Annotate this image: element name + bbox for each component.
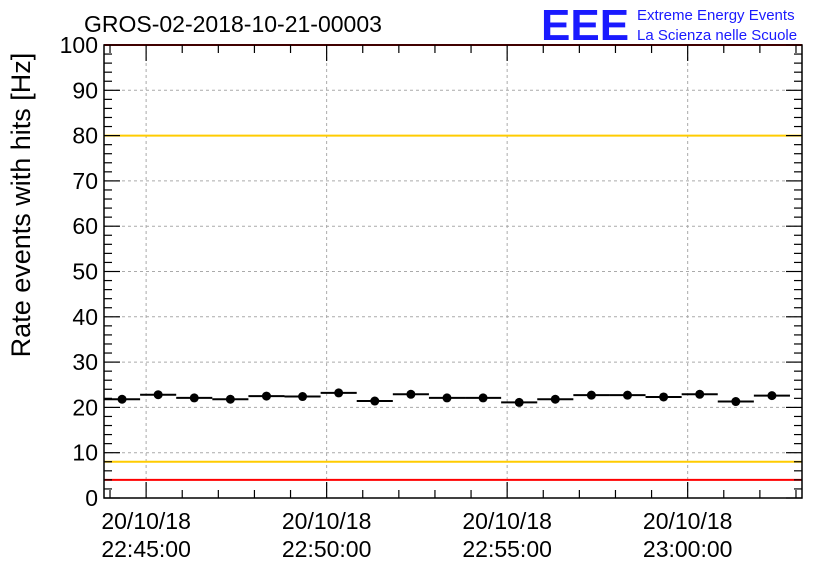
y-tick-label: 10	[72, 440, 98, 466]
axes	[103, 44, 803, 499]
data-point	[370, 396, 380, 406]
data-point	[225, 394, 235, 404]
data-point	[189, 393, 199, 403]
grid-lines	[104, 45, 802, 498]
data-point	[767, 391, 777, 401]
y-tick-label: 60	[72, 213, 98, 239]
x-tick-label-date: 20/10/18	[643, 508, 733, 534]
reference-lines	[104, 44, 802, 481]
y-tick-label: 40	[72, 304, 98, 330]
x-tick-label-date: 20/10/18	[462, 508, 552, 534]
data-point	[406, 389, 416, 399]
data-point	[442, 393, 452, 403]
y-tick-label: 20	[72, 394, 98, 420]
data-point	[623, 390, 632, 400]
data-point	[117, 394, 127, 404]
data-point	[550, 394, 560, 404]
tick-labels: 010203040506070809010020/10/1822:45:0020…	[60, 32, 733, 562]
data-point	[261, 391, 271, 401]
data-point	[514, 397, 524, 407]
x-tick-label-time: 22:55:00	[462, 536, 552, 562]
data-point	[586, 390, 596, 400]
data-point	[153, 390, 163, 400]
logo-line-1: Extreme Energy Events	[637, 7, 795, 24]
data-series	[104, 388, 790, 407]
y-tick-label: 30	[72, 349, 98, 375]
data-point	[659, 392, 669, 402]
y-tick-label: 0	[85, 485, 98, 511]
data-point	[334, 388, 344, 398]
y-tick-label: 80	[72, 123, 98, 149]
y-tick-label: 50	[72, 259, 98, 285]
data-point	[731, 397, 741, 407]
y-tick-label: 70	[72, 168, 98, 194]
data-point	[298, 392, 308, 402]
data-point	[695, 389, 705, 399]
y-axis-label: Rate events with hits [Hz]	[6, 53, 36, 358]
x-tick-label-time: 22:50:00	[282, 536, 372, 562]
x-tick-label-time: 22:45:00	[101, 536, 191, 562]
chart-title: GROS-02-2018-10-21-00003	[84, 11, 382, 37]
x-tick-label-date: 20/10/18	[101, 508, 191, 534]
data-point	[478, 393, 488, 403]
x-tick-label-time: 23:00:00	[643, 536, 733, 562]
logo-line-2: La Scienza nelle Scuole	[637, 27, 797, 44]
logo-mark: EEE	[541, 1, 629, 50]
eee-logo: EEE Extreme Energy Events La Scienza nel…	[541, 1, 797, 50]
y-tick-label: 90	[72, 77, 98, 103]
x-tick-label-date: 20/10/18	[282, 508, 372, 534]
y-tick-label: 100	[60, 32, 98, 58]
